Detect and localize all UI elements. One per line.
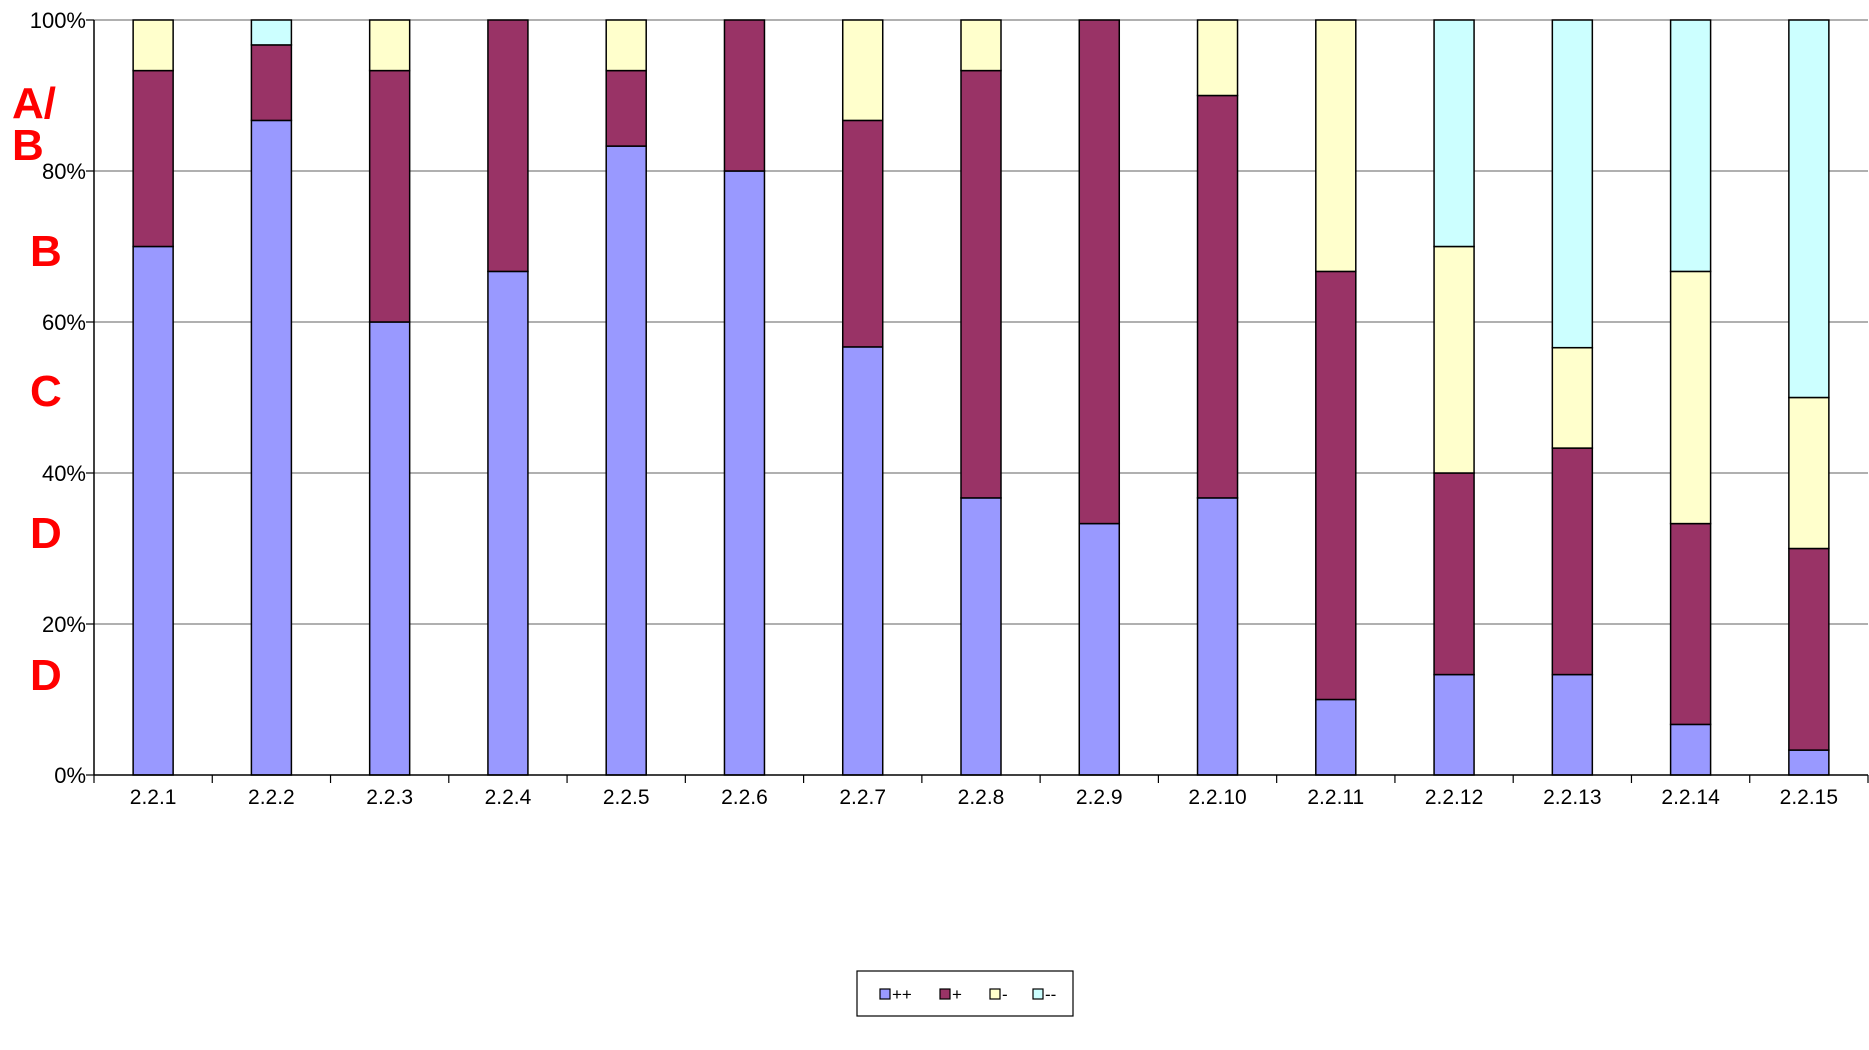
bar-segment <box>250 119 293 776</box>
bar-segment <box>1433 245 1475 474</box>
x-tick-label: 2.2.7 <box>839 786 886 809</box>
bar-segment <box>1669 19 1712 273</box>
y-tick-label: 20% <box>42 612 86 637</box>
bar-segment <box>1433 673 1475 776</box>
bar-segment <box>960 19 1002 72</box>
bar-segment <box>1551 19 1594 349</box>
legend-label: -- <box>1045 985 1056 1004</box>
bar-segment <box>1433 19 1475 248</box>
bar-segment <box>1788 396 1830 550</box>
x-tick-label: 2.2.12 <box>1425 786 1483 809</box>
grade-annotation: C <box>30 367 62 416</box>
bar-segment <box>1078 522 1121 776</box>
grade-annotation: B <box>30 227 62 276</box>
bar-segment <box>1078 19 1121 525</box>
legend-swatch <box>879 988 891 1000</box>
axes <box>86 19 1869 783</box>
legend-label: ++ <box>892 985 912 1004</box>
x-tick-label: 2.2.1 <box>130 786 177 809</box>
x-tick-label: 2.2.13 <box>1543 786 1601 809</box>
bar-segment <box>250 44 293 122</box>
y-tick-label: 40% <box>42 461 86 486</box>
bar-segment <box>605 145 647 776</box>
bar-segment <box>841 119 884 348</box>
x-tick-label: 2.2.15 <box>1780 786 1838 809</box>
bar-segment <box>1788 19 1830 399</box>
legend-box <box>856 970 1074 1017</box>
x-tick-label: 2.2.9 <box>1076 786 1123 809</box>
bar-segment <box>1669 723 1712 776</box>
y-tick-label: 60% <box>42 310 86 335</box>
y-tick-label: 80% <box>42 159 86 184</box>
bar-segment <box>1315 19 1357 273</box>
x-tick-label: 2.2.11 <box>1307 786 1364 809</box>
bar-segment <box>1551 346 1594 449</box>
x-tick-label: 2.2.4 <box>485 786 532 809</box>
y-tick-label: 0% <box>54 763 86 788</box>
bar-segment <box>487 270 529 776</box>
x-tick-label: 2.2.2 <box>248 786 295 809</box>
x-tick-label: 2.2.10 <box>1188 786 1246 809</box>
bar-segment <box>1196 19 1239 97</box>
legend-label: - <box>1002 985 1008 1004</box>
bar-segment <box>132 245 174 776</box>
legend: ++ + - -- <box>856 970 1074 1017</box>
bar-segment <box>841 346 884 776</box>
bar-segment <box>605 69 647 147</box>
legend-swatch <box>939 988 951 1000</box>
bar-segment <box>1551 447 1594 676</box>
x-tick-labels: 2.2.1 2.2.2 2.2.3 2.2.4 2.2.5 2.2.6 2.2.7 2.2.8… <box>130 786 1838 809</box>
x-tick-label: 2.2.6 <box>721 786 768 809</box>
bar-segment <box>1196 497 1239 776</box>
legend-swatch <box>989 988 1001 1000</box>
grade-annotation: D <box>30 509 62 558</box>
legend-swatch <box>1032 988 1044 1000</box>
bar-segment <box>487 19 529 273</box>
x-tick-label: 2.2.8 <box>958 786 1005 809</box>
grade-annotations: A/B B C D D <box>12 79 62 700</box>
bar-segment <box>250 19 293 46</box>
y-tick-label: 100% <box>30 8 86 33</box>
bar-segment <box>841 19 884 122</box>
bar-segment <box>1551 673 1594 776</box>
bar-segment <box>368 69 411 323</box>
bar-segment <box>723 19 766 172</box>
bar-segment <box>960 69 1002 499</box>
bar-segment <box>1788 547 1830 751</box>
bar-segment <box>1669 270 1712 525</box>
bar-segment <box>1315 270 1357 701</box>
bar-segment <box>132 69 174 248</box>
x-tick-label: 2.2.14 <box>1661 786 1720 809</box>
bar-segment <box>605 19 647 72</box>
bar-segment <box>368 19 411 72</box>
x-tick-label: 2.2.3 <box>366 786 413 809</box>
bar-segment <box>368 321 411 776</box>
bar-segment <box>1315 698 1357 776</box>
grade-annotation: D <box>30 651 62 700</box>
x-tick-label: 2.2.5 <box>603 786 650 809</box>
bars <box>132 19 1830 776</box>
grade-annotation: A/B <box>12 79 56 170</box>
y-tick-labels: 0% 20% 40% 60% 80% 100% <box>30 8 86 788</box>
bar-segment <box>132 19 174 72</box>
bar-segment <box>1669 522 1712 726</box>
bar-segment <box>1196 94 1239 499</box>
bar-segment <box>723 170 766 776</box>
bar-segment <box>1788 749 1830 776</box>
legend-label: + <box>952 985 962 1004</box>
bar-segment <box>1433 472 1475 676</box>
bar-segment <box>960 497 1002 776</box>
